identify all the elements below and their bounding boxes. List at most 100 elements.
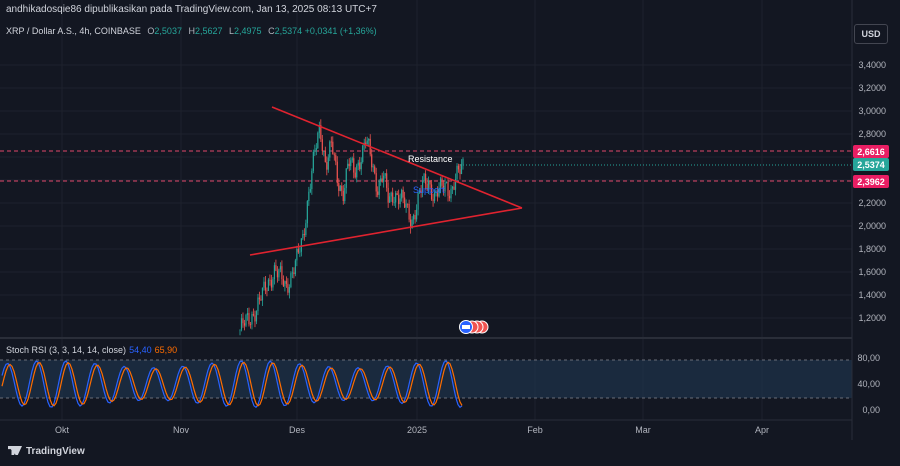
- y-tick-label: 2,2000: [858, 198, 886, 208]
- candle-body: [347, 163, 349, 169]
- candle-body: [296, 248, 298, 261]
- y-tick-label: 3,4000: [858, 60, 886, 70]
- x-tick-label: Feb: [527, 425, 543, 435]
- candle-body: [287, 283, 289, 293]
- candle-body: [441, 178, 443, 186]
- candle-body: [329, 141, 331, 158]
- time-axis[interactable]: Okt Nov Des 2025 Feb Mar Apr: [55, 425, 769, 435]
- symbol-title[interactable]: XRP / Dollar A.S., 4h, COINBASE: [6, 26, 141, 36]
- candle-body: [356, 165, 358, 178]
- rsi-axis: 80,00 40,00 0,00: [857, 353, 880, 415]
- candle-body: [308, 191, 310, 202]
- candle-body: [421, 180, 424, 193]
- candle-body: [427, 180, 430, 190]
- candle-body: [384, 173, 386, 176]
- candle-body: [345, 168, 347, 189]
- change-value: +0,0341 (+1,36%): [304, 26, 377, 36]
- tradingview-brand: TradingView: [26, 446, 85, 457]
- candle-body: [252, 314, 255, 316]
- support-trendline[interactable]: [249, 207, 523, 256]
- candle-body: [354, 172, 356, 178]
- candle-body: [396, 193, 398, 196]
- tradingview-logo-icon: [8, 446, 22, 455]
- candle-body: [383, 175, 385, 182]
- candle-body: [438, 187, 440, 197]
- current-price-tag-label: 2,5374: [857, 160, 885, 170]
- candle-body: [302, 233, 304, 239]
- candle-body: [327, 157, 329, 170]
- candle-body: [261, 287, 264, 301]
- candle-body: [432, 199, 434, 202]
- candle-body: [445, 181, 448, 183]
- x-tick-label: Mar: [635, 425, 651, 435]
- rsi-tick-label: 0,00: [862, 405, 880, 415]
- symbol-legend[interactable]: XRP / Dollar A.S., 4h, COINBASE O2,5037 …: [6, 26, 377, 36]
- candle-body: [368, 138, 370, 141]
- candle-body: [341, 185, 343, 191]
- candle-body: [288, 287, 290, 293]
- low-value: 2,4975: [234, 26, 262, 36]
- lower-price-tag: [853, 175, 889, 188]
- lower-price-tag-label: 2,3962: [857, 177, 885, 187]
- y-tick-label: 2,8000: [858, 129, 886, 139]
- candle-body: [353, 158, 355, 173]
- candle-body: [439, 178, 442, 188]
- candle-body: [387, 187, 389, 203]
- stoch-k-line: [1, 359, 463, 409]
- y-tick-label: 1,6000: [858, 267, 886, 277]
- candle-body: [462, 158, 464, 165]
- candle-body: [260, 299, 262, 301]
- candle-body: [372, 166, 374, 168]
- candle-body: [453, 186, 455, 190]
- price-axis[interactable]: 3,40003,20003,00002,80002,60002,40002,20…: [858, 60, 886, 323]
- y-tick-label: 2,0000: [858, 221, 886, 231]
- candle-body: [249, 324, 252, 326]
- currency-button[interactable]: USD: [854, 24, 888, 44]
- tradingview-logo[interactable]: TradingView: [8, 446, 85, 457]
- candle-body: [365, 142, 367, 144]
- candle-body: [299, 251, 301, 253]
- open-value: 2,5037: [154, 26, 182, 36]
- candle-body: [318, 125, 320, 133]
- candle-body: [407, 203, 409, 205]
- candlestick-series: [239, 119, 464, 336]
- candle-body: [417, 192, 419, 210]
- candle-body: [426, 183, 428, 190]
- event-flags-icon[interactable]: [459, 320, 489, 334]
- candle-body: [269, 279, 271, 281]
- candle-body: [279, 266, 282, 270]
- upper-price-tag: [853, 145, 889, 158]
- candle-body: [375, 173, 377, 192]
- x-tick-label: Okt: [55, 425, 70, 435]
- candle-body: [366, 140, 368, 144]
- candle-body: [282, 279, 285, 287]
- candle-body: [350, 160, 352, 167]
- resistance-annotation[interactable]: Resistance: [408, 154, 453, 164]
- candle-body: [374, 166, 376, 174]
- candle-body: [266, 290, 268, 292]
- stoch-d-value: 65,90: [154, 345, 178, 355]
- candle-body: [389, 196, 391, 203]
- candle-body: [300, 238, 302, 252]
- candle-body: [408, 203, 410, 220]
- candle-body: [371, 154, 373, 168]
- candle-body: [314, 150, 316, 152]
- stoch-rsi-legend[interactable]: Stoch RSI (3, 3, 14, 14, close) 54,40 65,9…: [6, 345, 177, 355]
- candle-body: [390, 192, 392, 197]
- stoch-k-value: 54,40: [129, 345, 152, 355]
- candle-body: [272, 279, 274, 288]
- candle-body: [330, 141, 332, 143]
- candle-body: [404, 197, 406, 208]
- candle-body: [270, 280, 273, 288]
- candle-body: [460, 164, 463, 175]
- candle-body: [320, 125, 322, 140]
- candle-body: [257, 297, 259, 312]
- candle-body: [411, 219, 413, 228]
- candle-body: [351, 158, 353, 161]
- close-value: 2,5374: [274, 26, 303, 36]
- support-annotation[interactable]: Support: [413, 185, 445, 195]
- resistance-trendline[interactable]: [271, 106, 523, 209]
- y-tick-label: 1,4000: [858, 290, 886, 300]
- stoch-rsi-title[interactable]: Stoch RSI (3, 3, 14, 14, close): [6, 345, 127, 355]
